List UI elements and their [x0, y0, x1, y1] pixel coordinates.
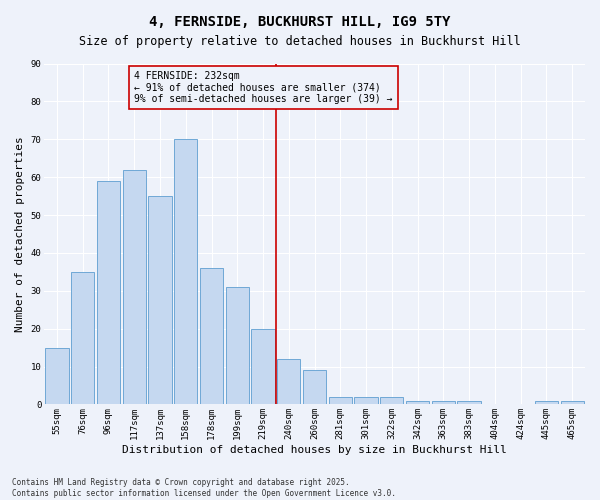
- Bar: [355, 397, 377, 404]
- Text: Contains HM Land Registry data © Crown copyright and database right 2025.
Contai: Contains HM Land Registry data © Crown c…: [12, 478, 396, 498]
- Bar: [303, 370, 326, 404]
- Bar: [251, 328, 275, 404]
- Bar: [457, 400, 481, 404]
- Text: 4, FERNSIDE, BUCKHURST HILL, IG9 5TY: 4, FERNSIDE, BUCKHURST HILL, IG9 5TY: [149, 15, 451, 29]
- Bar: [46, 348, 68, 405]
- Bar: [148, 196, 172, 404]
- Bar: [71, 272, 94, 404]
- Bar: [226, 287, 249, 405]
- Bar: [432, 400, 455, 404]
- Bar: [200, 268, 223, 404]
- X-axis label: Distribution of detached houses by size in Buckhurst Hill: Distribution of detached houses by size …: [122, 445, 507, 455]
- Bar: [277, 359, 301, 405]
- Bar: [380, 397, 403, 404]
- Text: Size of property relative to detached houses in Buckhurst Hill: Size of property relative to detached ho…: [79, 35, 521, 48]
- Bar: [97, 181, 120, 404]
- Text: 4 FERNSIDE: 232sqm
← 91% of detached houses are smaller (374)
9% of semi-detache: 4 FERNSIDE: 232sqm ← 91% of detached hou…: [134, 71, 393, 104]
- Bar: [122, 170, 146, 404]
- Bar: [535, 400, 558, 404]
- Bar: [406, 400, 429, 404]
- Bar: [560, 400, 584, 404]
- Bar: [329, 397, 352, 404]
- Bar: [174, 140, 197, 404]
- Y-axis label: Number of detached properties: Number of detached properties: [15, 136, 25, 332]
